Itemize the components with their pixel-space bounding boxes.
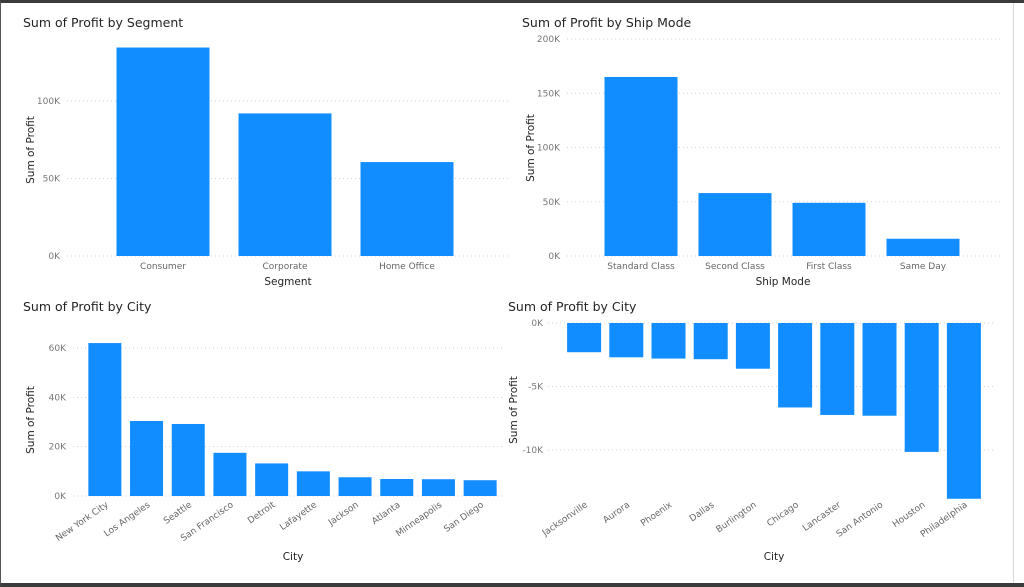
chart-title: Sum of Profit by Segment (23, 15, 183, 30)
x-tick-label: Consumer (140, 262, 186, 272)
bar-san-francisco (213, 452, 247, 496)
bar-same-day (886, 238, 960, 256)
bar-san-diego (463, 480, 497, 496)
chart-4: Sum of Profit by City 0K -5K -10K Jacksonvil… (508, 299, 996, 563)
bar-san-antonio (862, 323, 897, 416)
y-tick-label: 0K (48, 252, 61, 262)
x-axis-title: Ship Mode (756, 276, 811, 288)
bar-aurora (609, 323, 644, 358)
y-tick-label: 40K (49, 393, 67, 403)
y-tick-label: 50K (543, 198, 561, 208)
y-tick-label: 150K (537, 89, 561, 99)
chart-title: Sum of Profit by City (508, 299, 637, 314)
x-tick-label: Burlington (715, 500, 759, 535)
x-tick-label: Minneapolis (394, 500, 444, 539)
y-tick-label: 60K (49, 344, 67, 354)
bar-lancaster (820, 323, 855, 415)
y-axis-title: Sum of Profit (525, 114, 537, 182)
x-tick-label: Same Day (900, 262, 947, 272)
y-tick-label: 100K (37, 97, 61, 107)
bar-burlington (735, 323, 770, 369)
chart-title: Sum of Profit by Ship Mode (522, 15, 692, 30)
x-tick-label: Lafayette (278, 500, 319, 533)
x-tick-label: Seattle (162, 500, 194, 527)
x-tick-label: Phoenix (639, 500, 675, 529)
bar-first-class (792, 202, 866, 256)
y-tick-label: 0K (531, 319, 544, 329)
x-tick-label: San Antonio (835, 500, 886, 540)
bar-seattle (171, 423, 205, 496)
x-tick-label: Jackson (326, 500, 361, 528)
x-tick-label: Houston (891, 500, 927, 530)
bar-jackson (338, 477, 372, 496)
x-tick-label: Atlanta (370, 500, 402, 527)
y-tick-label: 100K (537, 144, 561, 154)
chart-title: Sum of Profit by City (23, 299, 152, 314)
y-tick-label: 20K (49, 443, 67, 453)
x-tick-label: Aurora (602, 500, 632, 525)
bar-jacksonville (567, 323, 602, 353)
chart-2: Sum of Profit by Ship Mode 0K 50K 100K 150K 2… (522, 15, 1000, 288)
x-tick-label: Corporate (263, 262, 308, 272)
chart-1: Sum of Profit by Segment 0K 50K 100K Consume… (23, 15, 510, 288)
bar-home-office (360, 162, 454, 256)
x-tick-label: Los Angeles (103, 500, 153, 539)
y-axis-title: Sum of Profit (25, 386, 37, 454)
x-tick-label: Detroit (246, 500, 278, 526)
x-axis-title: City (283, 551, 304, 563)
x-tick-label: Second Class (705, 262, 765, 272)
x-tick-label: First Class (806, 262, 852, 272)
bar-corporate (238, 113, 332, 257)
y-axis-title: Sum of Profit (508, 376, 520, 444)
bar-new-york-city (88, 343, 122, 496)
canvas-edge (1013, 3, 1014, 583)
bar-second-class (698, 193, 772, 256)
x-tick-label: Philadelphia (919, 500, 970, 540)
x-axis-title: Segment (264, 276, 311, 288)
x-tick-label: Chicago (765, 500, 801, 529)
y-tick-label: 0K (548, 252, 561, 262)
bar-philadelphia (946, 323, 981, 499)
x-tick-label: Home Office (379, 262, 435, 272)
bar-atlanta (380, 478, 414, 496)
bar-consumer (116, 47, 210, 257)
y-tick-label: 200K (537, 35, 561, 45)
bar-lafayette (296, 471, 330, 496)
x-tick-label: Standard Class (607, 262, 675, 272)
x-tick-label: San Diego (442, 500, 486, 535)
x-axis-title: City (764, 551, 785, 563)
x-tick-label: Lancaster (801, 500, 843, 534)
chart-3: Sum of Profit by City 0K 20K 40K 60K New York… (23, 299, 505, 563)
y-axis-title: Sum of Profit (25, 116, 37, 184)
x-tick-label: Dallas (688, 500, 717, 524)
bar-minneapolis (421, 479, 455, 496)
bar-houston (904, 323, 939, 452)
y-tick-label: 0K (54, 492, 67, 502)
bar-detroit (255, 463, 289, 496)
x-tick-label: New York City (54, 500, 111, 544)
y-tick-label: -10K (522, 446, 544, 456)
y-tick-label: -5K (528, 383, 544, 393)
bar-phoenix (651, 323, 686, 359)
bar-standard-class (604, 76, 678, 256)
x-tick-label: Jacksonville (540, 500, 590, 539)
bar-dallas (693, 323, 728, 360)
bar-chicago (778, 323, 813, 408)
y-tick-label: 50K (43, 175, 61, 185)
bar-los-angeles (130, 421, 164, 496)
